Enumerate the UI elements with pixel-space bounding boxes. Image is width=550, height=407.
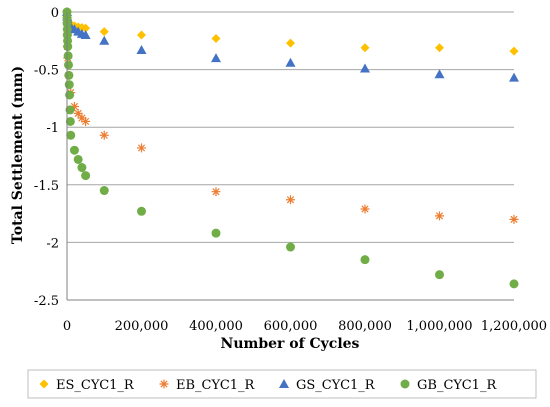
data-point — [65, 105, 75, 115]
data-point — [286, 242, 295, 252]
data-point — [136, 45, 147, 55]
legend-item: EB_CYC1_R — [159, 378, 256, 393]
data-point — [64, 80, 74, 90]
axes — [66, 12, 514, 301]
data-point — [509, 279, 519, 289]
data-point — [211, 187, 221, 197]
data-point — [509, 46, 519, 56]
gridlines — [67, 11, 514, 301]
data-point — [285, 57, 296, 67]
data-point — [360, 204, 370, 214]
data-point — [509, 72, 519, 82]
data-point — [211, 228, 221, 238]
legend-item: ES_CYC1_R — [39, 378, 135, 393]
legend-item: GB_CYC1_R — [400, 378, 497, 393]
legend-marker — [279, 379, 289, 388]
data-point — [435, 211, 444, 221]
data-point — [360, 255, 370, 265]
legend-label: ES_CYC1_R — [56, 378, 135, 393]
data-point — [65, 116, 75, 126]
data-point — [99, 35, 110, 45]
legend-label: GS_CYC1_R — [296, 378, 376, 393]
y-tick-label: -0.5 — [34, 64, 59, 79]
data-point — [63, 51, 73, 61]
data-point — [434, 69, 445, 79]
legend-marker — [159, 379, 169, 389]
data-point — [137, 143, 146, 153]
x-tick-label: 1,200,000 — [481, 319, 547, 334]
data-point — [65, 90, 75, 100]
data-point — [435, 43, 444, 53]
y-tick-label: -1.5 — [34, 179, 59, 194]
data-point — [360, 43, 370, 53]
data-point — [81, 171, 91, 181]
data-point — [77, 163, 87, 173]
data-point — [69, 101, 79, 111]
x-axis-title: Number of Cycles — [221, 336, 360, 352]
x-tick-label: 0 — [63, 319, 71, 334]
y-tick-label: 0 — [51, 6, 59, 21]
data-point — [69, 145, 79, 155]
data-point — [81, 23, 91, 33]
data-point — [211, 53, 221, 63]
legend-marker — [400, 379, 410, 389]
x-tick-label: 400,000 — [189, 319, 243, 334]
legend: ES_CYC1_R EB_CYC1_R GS_CYC1_R GB_CYC1_R — [27, 369, 537, 399]
data-point — [211, 33, 221, 43]
data-point — [99, 130, 109, 140]
data-series — [62, 7, 519, 289]
data-point — [99, 186, 109, 196]
data-point — [81, 116, 91, 126]
x-tick-label: 1,000,000 — [406, 319, 472, 334]
y-tick-label: -2.5 — [34, 294, 59, 309]
data-point — [360, 63, 370, 73]
y-tick-label: -1 — [46, 121, 59, 136]
y-tick-label: -2 — [46, 236, 59, 251]
data-point — [73, 108, 83, 118]
data-point — [64, 70, 74, 80]
x-tick-label: 200,000 — [115, 319, 169, 334]
data-point — [435, 270, 444, 280]
series-gb-cyc1-r — [62, 7, 519, 289]
legend-label: EB_CYC1_R — [176, 378, 256, 393]
data-point — [73, 154, 83, 164]
data-point — [137, 206, 146, 216]
data-point — [77, 113, 87, 123]
data-point — [80, 30, 91, 40]
x-tick-label: 800,000 — [338, 319, 392, 334]
legend-marker — [39, 379, 49, 389]
data-point — [509, 214, 519, 224]
data-point — [137, 30, 146, 40]
data-point — [63, 60, 73, 70]
y-axis-title: Total Settlement (mm) — [10, 66, 26, 244]
data-point — [286, 38, 295, 48]
x-tick-labels: 0 200,000 400,000 600,000 800,000 1,000,000 1,… — [63, 319, 547, 334]
legend-label: GB_CYC1_R — [417, 378, 497, 393]
y-tick-labels: 0 -0.5 -1 -1.5 -2 -2.5 — [34, 6, 59, 309]
x-tick-label: 600,000 — [264, 319, 318, 334]
series-es-cyc1-r — [62, 7, 519, 56]
data-point — [99, 27, 109, 37]
data-point — [63, 42, 73, 52]
legend-item: GS_CYC1_R — [279, 378, 376, 393]
data-point — [66, 130, 76, 140]
data-point — [286, 195, 295, 205]
